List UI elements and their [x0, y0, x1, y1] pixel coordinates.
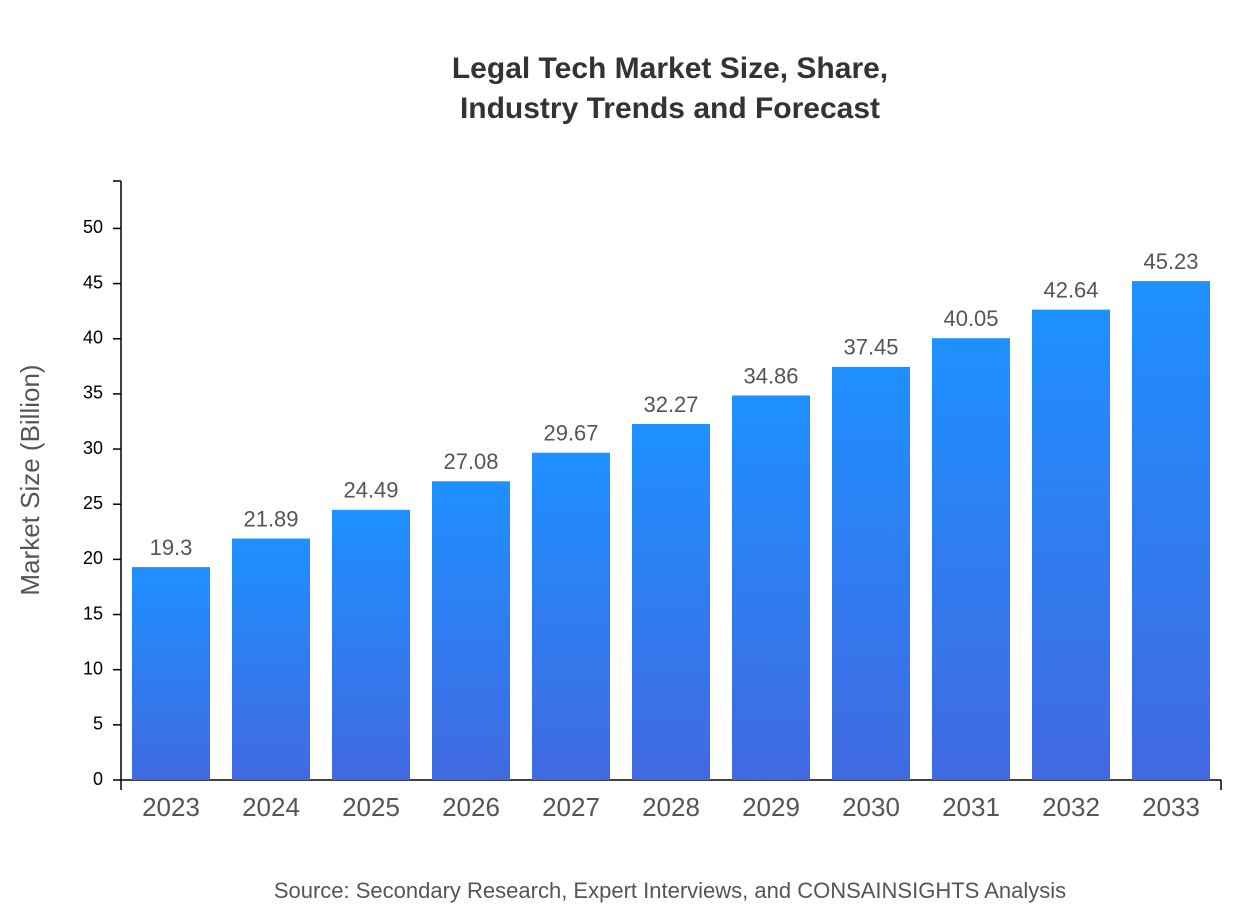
y-tick-label: 5: [93, 714, 103, 734]
bar: [632, 424, 710, 780]
y-tick-label: 30: [83, 438, 103, 458]
y-tick-label: 0: [93, 769, 103, 789]
bar: [132, 567, 210, 780]
value-label: 24.49: [343, 478, 398, 503]
value-label: 34.86: [743, 363, 798, 388]
y-tick-label: 50: [83, 217, 103, 237]
value-label: 32.27: [643, 392, 698, 417]
value-label: 29.67: [543, 421, 598, 446]
value-label: 27.08: [443, 449, 498, 474]
bar: [732, 395, 810, 780]
y-axis-label: Market Size (Billion): [15, 364, 45, 595]
bar: [532, 452, 610, 780]
x-tick-label: 2028: [642, 792, 700, 822]
x-tick-label: 2024: [242, 792, 300, 822]
chart-title: Legal Tech Market Size, Share,: [452, 52, 888, 85]
x-tick-label: 2030: [842, 792, 900, 822]
bar: [1032, 309, 1110, 780]
bar: [232, 538, 310, 780]
value-label: 37.45: [843, 335, 898, 360]
x-tick-label: 2029: [742, 792, 800, 822]
bar: [432, 481, 510, 780]
y-tick-label: 20: [83, 548, 103, 568]
y-tick-label: 25: [83, 493, 103, 513]
x-tick-label: 2031: [942, 792, 1000, 822]
source: Source: Secondary Research, Expert Inter…: [274, 878, 1066, 903]
y-tick-label: 45: [83, 272, 103, 292]
value-label: 42.64: [1043, 277, 1098, 302]
y-tick-label: 40: [83, 327, 103, 347]
y-tick-label: 35: [83, 383, 103, 403]
bar: [332, 509, 410, 780]
x-tick-label: 2027: [542, 792, 600, 822]
x-tick-label: 2033: [1142, 792, 1200, 822]
bar: [932, 338, 1010, 780]
x-tick-label: 2023: [142, 792, 200, 822]
x-tick-label: 2032: [1042, 792, 1100, 822]
x-tick-label: 2026: [442, 792, 500, 822]
y-tick-label: 15: [83, 603, 103, 623]
x-tick-label: 2025: [342, 792, 400, 822]
y-tick-label: 10: [83, 658, 103, 678]
value-label: 45.23: [1143, 249, 1198, 274]
bar: [1132, 281, 1210, 780]
value-label: 40.05: [943, 306, 998, 331]
bar: [832, 366, 910, 780]
value-label: 19.3: [150, 535, 193, 560]
value-label: 21.89: [243, 506, 298, 531]
chart-title: Industry Trends and Forecast: [460, 92, 880, 125]
